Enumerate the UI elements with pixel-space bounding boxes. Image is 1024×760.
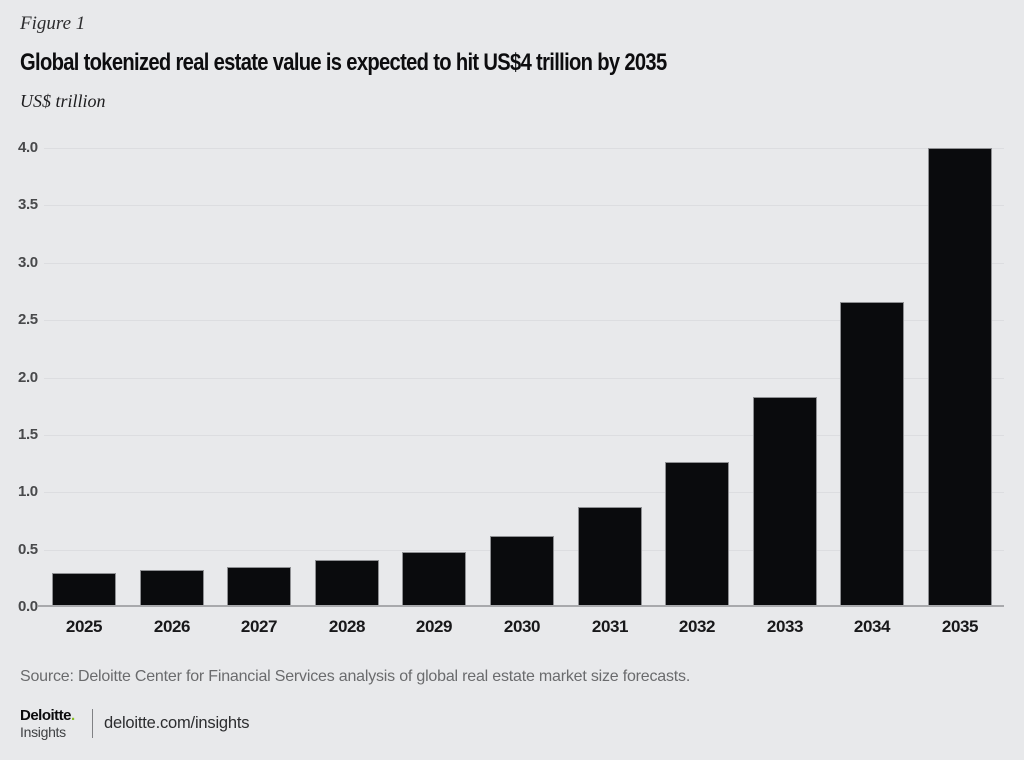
bar-2030 xyxy=(490,536,554,607)
brand-text: Deloitte xyxy=(20,707,72,724)
footer: Deloitte. Insights deloitte.com/insights xyxy=(20,707,249,740)
x-tick-label: 2028 xyxy=(328,617,366,636)
deloitte-insights-logo: Deloitte. Insights xyxy=(20,707,92,740)
bar-2034 xyxy=(840,302,904,607)
y-tick-label: 0.5 xyxy=(18,541,38,558)
y-tick-label: 2.0 xyxy=(18,369,38,386)
y-tick-label: 4.0 xyxy=(18,139,38,156)
brand-name: Deloitte. xyxy=(20,707,92,724)
gridline xyxy=(44,205,1004,206)
bar-2026 xyxy=(140,570,204,607)
x-tick-label: 2032 xyxy=(678,617,716,636)
x-tick-label: 2031 xyxy=(591,617,629,636)
x-axis-line xyxy=(38,605,1004,607)
bar-2029 xyxy=(402,552,466,607)
x-tick-label: 2029 xyxy=(415,617,453,636)
gridline xyxy=(44,378,1004,379)
gridline xyxy=(44,263,1004,264)
y-tick-label: 1.0 xyxy=(18,483,38,500)
bar-2027 xyxy=(227,567,291,607)
x-tick-label: 2035 xyxy=(941,617,979,636)
gridline xyxy=(44,435,1004,436)
y-tick-label: 3.5 xyxy=(18,196,38,213)
figure-label: Figure 1 xyxy=(20,13,86,34)
x-tick-label: 2030 xyxy=(503,617,541,636)
x-tick-label: 2026 xyxy=(153,617,191,636)
plot-area xyxy=(44,148,1004,607)
x-tick-label: 2027 xyxy=(240,617,278,636)
y-tick-label: 2.5 xyxy=(18,311,38,328)
source-note: Source: Deloitte Center for Financial Se… xyxy=(20,668,691,685)
bar-2025 xyxy=(52,573,116,607)
brand-green-dot: . xyxy=(71,707,75,724)
x-tick-label: 2034 xyxy=(853,617,891,636)
bar-2028 xyxy=(315,560,379,607)
y-tick-label: 1.5 xyxy=(18,426,38,443)
footer-divider xyxy=(92,709,93,738)
x-tick-label: 2033 xyxy=(766,617,804,636)
bar-2031 xyxy=(578,507,642,607)
bar-2035 xyxy=(928,148,992,607)
brand-subtitle: Insights xyxy=(20,724,66,740)
gridline xyxy=(44,148,1004,149)
gridline xyxy=(44,492,1004,493)
bar-2032 xyxy=(665,462,729,607)
x-tick-label: 2025 xyxy=(65,617,103,636)
page-title: Global tokenized real estate value is ex… xyxy=(20,49,667,76)
y-axis-unit-label: US$ trillion xyxy=(20,91,106,111)
y-tick-label: 0.0 xyxy=(18,598,38,615)
bar-chart: 0.0 0.5 1.0 1.5 2.0 2.5 3.0 3.5 4.0 2025 2026 2027 2… xyxy=(0,139,1024,648)
bar-2033 xyxy=(753,397,817,607)
y-tick-label: 3.0 xyxy=(18,254,38,271)
gridline xyxy=(44,320,1004,321)
footer-url: deloitte.com/insights xyxy=(104,714,250,732)
